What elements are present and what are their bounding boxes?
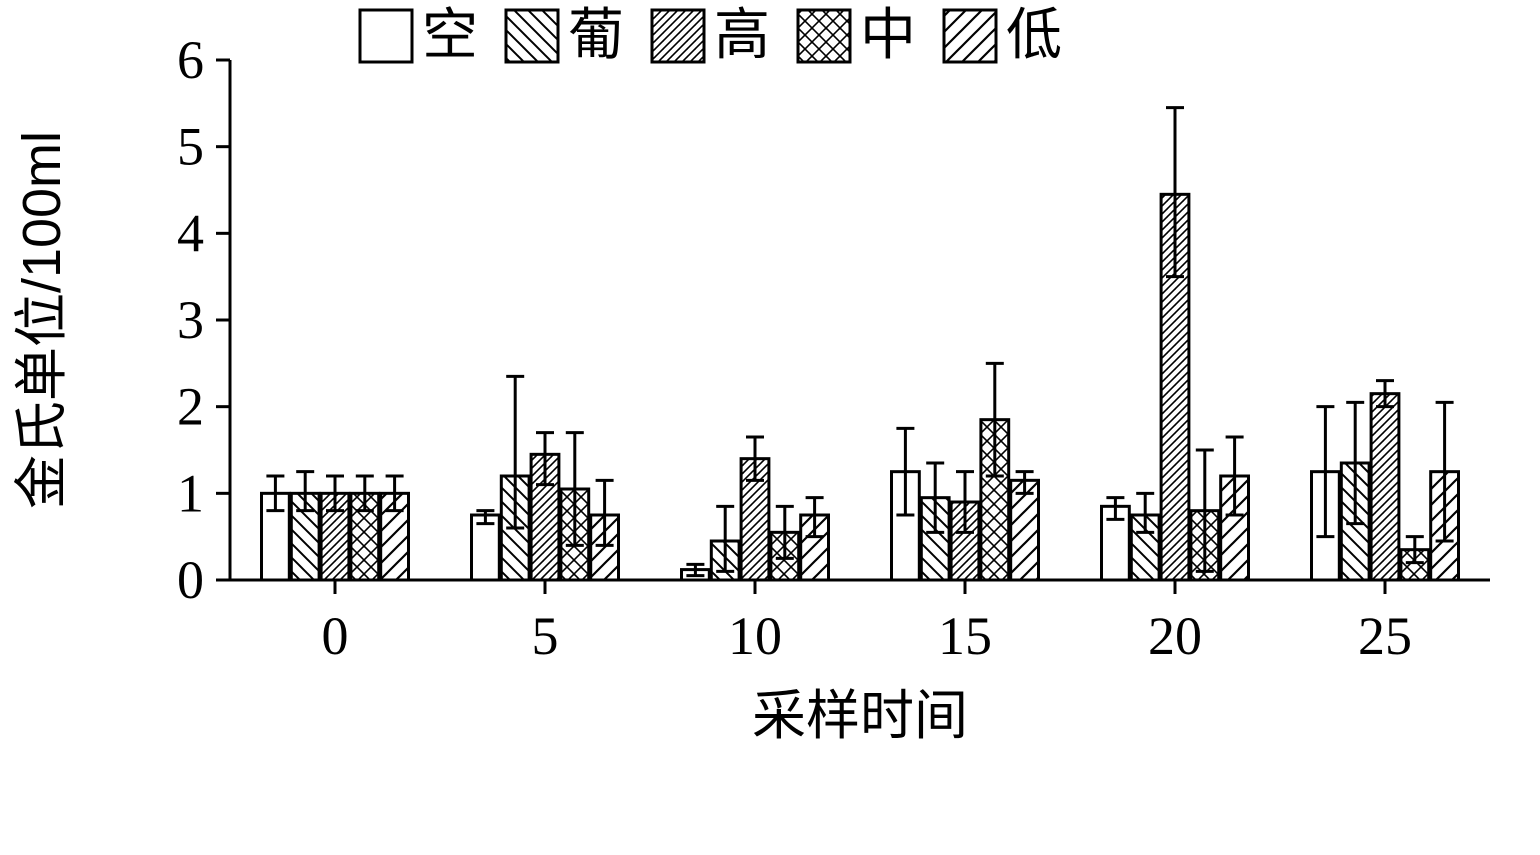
legend-swatch-high xyxy=(652,10,704,62)
x-tick-label: 15 xyxy=(938,606,992,666)
y-tick-label: 2 xyxy=(177,377,204,437)
legend-swatch-low xyxy=(944,10,996,62)
bar-high xyxy=(1371,394,1399,580)
legend-label-high: 高 xyxy=(714,3,770,66)
x-tick-label: 5 xyxy=(532,606,559,666)
legend-swatch-mid xyxy=(798,10,850,62)
y-tick-label: 3 xyxy=(177,290,204,350)
legend-swatch-pu xyxy=(506,10,558,62)
y-tick-label: 6 xyxy=(177,30,204,90)
chart-container: 0 1 2 3 4 5 6 金氏单位/100ml 0 5 10 15 20 25 采样时间 空 葡 高 中 低 xyxy=(0,0,1540,855)
y-axis-label: 金氏单位/100ml xyxy=(12,131,72,509)
y-tick-label: 0 xyxy=(177,550,204,610)
legend-swatch-empty xyxy=(360,10,412,62)
x-tick-label: 25 xyxy=(1358,606,1412,666)
x-tick-label: 10 xyxy=(728,606,782,666)
y-tick-label: 5 xyxy=(177,117,204,177)
legend-label-low: 低 xyxy=(1006,3,1062,66)
legend-label-mid: 中 xyxy=(860,3,916,66)
x-tick-label: 0 xyxy=(322,606,349,666)
y-tick-label: 4 xyxy=(177,203,204,263)
legend-label-empty: 空 xyxy=(422,3,478,66)
bar-low xyxy=(1011,480,1039,580)
legend-label-pu: 葡 xyxy=(568,3,624,66)
bar-chart: 0 1 2 3 4 5 6 金氏单位/100ml 0 5 10 15 20 25 采样时间 空 葡 高 中 低 xyxy=(0,0,1540,855)
x-tick-label: 20 xyxy=(1148,606,1202,666)
x-axis-label: 采样时间 xyxy=(752,686,968,746)
y-tick-label: 1 xyxy=(177,463,204,523)
